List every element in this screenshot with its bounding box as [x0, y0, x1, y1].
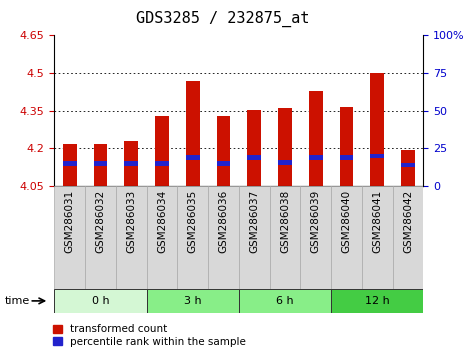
Text: GSM286042: GSM286042 [403, 190, 413, 253]
Bar [147, 186, 177, 289]
Legend: transformed count, percentile rank within the sample: transformed count, percentile rank withi… [53, 324, 246, 347]
Text: GSM286038: GSM286038 [280, 190, 290, 253]
Text: GSM286039: GSM286039 [311, 190, 321, 253]
Bar [340, 155, 353, 160]
Bar [94, 161, 107, 166]
Bar [177, 186, 208, 289]
Bar [247, 155, 261, 160]
Bar [278, 108, 292, 186]
Bar [340, 107, 353, 186]
Bar [63, 144, 77, 186]
Text: GDS3285 / 232875_at: GDS3285 / 232875_at [136, 11, 309, 27]
Bar [85, 186, 116, 289]
Bar [393, 186, 423, 289]
Bar [54, 289, 147, 313]
Text: GSM286041: GSM286041 [372, 190, 382, 253]
Text: time: time [5, 296, 30, 306]
Bar [124, 141, 138, 186]
Bar [370, 73, 384, 186]
Bar [309, 91, 323, 186]
Text: 3 h: 3 h [184, 296, 201, 306]
Bar [401, 150, 415, 186]
Bar [278, 160, 292, 165]
Text: 0 h: 0 h [92, 296, 109, 306]
Text: GSM286031: GSM286031 [65, 190, 75, 253]
Bar [239, 186, 270, 289]
Text: GSM286035: GSM286035 [188, 190, 198, 253]
Bar [208, 186, 239, 289]
Bar [309, 155, 323, 160]
Bar [54, 186, 85, 289]
Text: GSM286032: GSM286032 [96, 190, 105, 253]
Bar [217, 161, 230, 166]
Text: GSM286040: GSM286040 [342, 190, 351, 253]
Text: GSM286036: GSM286036 [219, 190, 228, 253]
Text: GSM286033: GSM286033 [126, 190, 136, 253]
Bar [116, 186, 147, 289]
Bar [186, 155, 200, 160]
Bar [186, 81, 200, 186]
Bar [331, 289, 423, 313]
Bar [63, 161, 77, 166]
Text: GSM286034: GSM286034 [157, 190, 167, 253]
Bar [155, 116, 169, 186]
Bar [155, 161, 169, 166]
Bar [362, 186, 393, 289]
Bar [247, 110, 261, 186]
Text: GSM286037: GSM286037 [249, 190, 259, 253]
Bar [270, 186, 300, 289]
Bar [94, 144, 107, 186]
Text: 6 h: 6 h [276, 296, 294, 306]
Bar [147, 289, 239, 313]
Bar [331, 186, 362, 289]
Bar [239, 289, 331, 313]
Bar [401, 162, 415, 167]
Bar [300, 186, 331, 289]
Bar [370, 154, 384, 158]
Text: 12 h: 12 h [365, 296, 390, 306]
Bar [124, 161, 138, 166]
Bar [217, 116, 230, 186]
